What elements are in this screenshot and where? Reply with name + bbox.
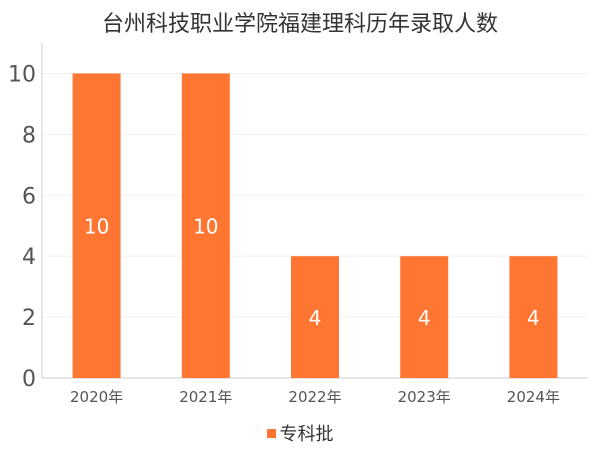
bar[interactable]: [400, 256, 449, 378]
bar-value-label: 10: [84, 215, 109, 239]
legend-label: 专科批: [279, 424, 334, 445]
y-tick-label: 2: [22, 306, 36, 331]
y-tick-label: 0: [22, 367, 36, 392]
bar[interactable]: [181, 73, 230, 379]
y-tick-label: 8: [22, 123, 36, 148]
bar[interactable]: [509, 256, 558, 378]
legend-swatch: [266, 429, 276, 438]
bar[interactable]: [72, 73, 121, 379]
y-tick-label: 4: [22, 245, 36, 270]
labels: 0 2 4 6 8 10 10 2020年 10 2021年 4 2022年 4 2023年 4 2024年: [8, 62, 560, 406]
bar-value-label: 10: [193, 215, 218, 239]
x-tick-label: 2024年: [507, 388, 560, 406]
bar-value-label: 4: [418, 306, 431, 330]
bar[interactable]: [291, 256, 339, 378]
y-tick-label: 10: [8, 62, 36, 87]
x-tick-label: 2022年: [288, 388, 341, 406]
x-tick-label: 2021年: [179, 388, 232, 406]
bar-value-label: 4: [309, 306, 322, 330]
y-tick-label: 6: [22, 184, 36, 209]
x-tick-label: 2020年: [70, 388, 123, 406]
chart-title: 台州科技职业学院福建理科历年录取人数: [101, 12, 498, 37]
legend[interactable]: 专科批: [0, 420, 600, 446]
bars: [72, 73, 558, 379]
bar-value-label: 4: [527, 306, 540, 330]
x-tick-label: 2023年: [398, 388, 451, 406]
